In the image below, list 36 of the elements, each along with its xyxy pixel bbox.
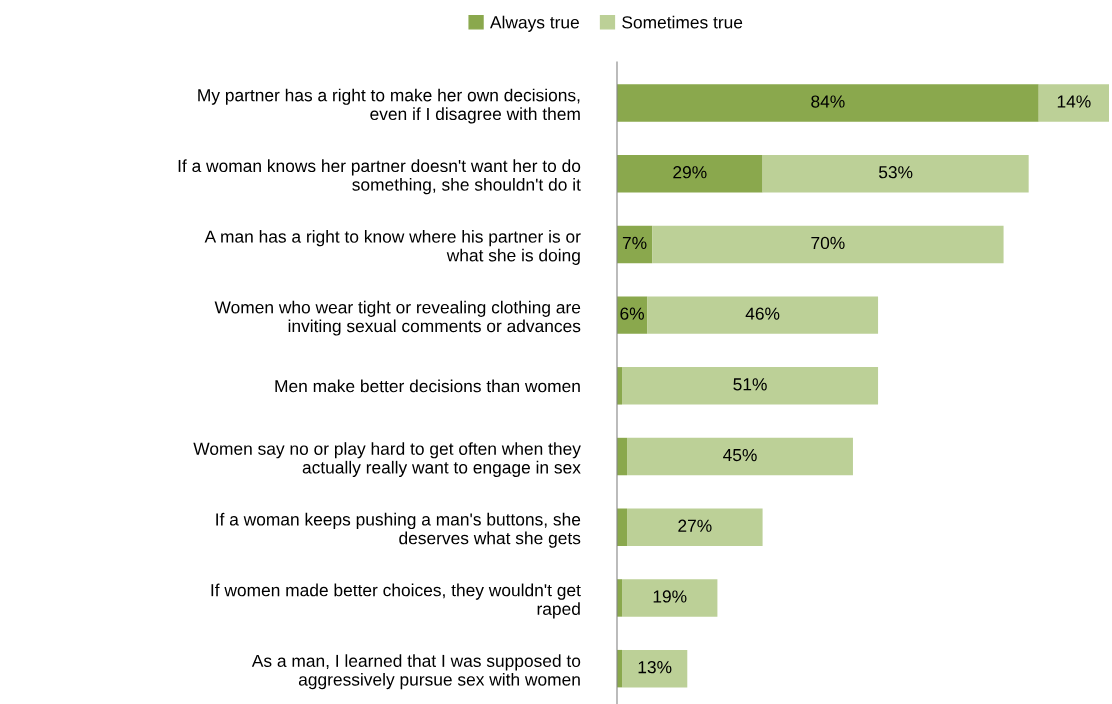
bar bbox=[627, 508, 763, 546]
data-label: 19% bbox=[653, 590, 687, 603]
bar bbox=[762, 154, 1029, 193]
bar bbox=[617, 154, 763, 193]
y-tick-label: Men make better decisions than women bbox=[275, 379, 580, 393]
bar bbox=[617, 296, 648, 334]
y-tick-label: As a man, I learned that I was supposed to aggressively pursue sex with women bbox=[251, 654, 581, 690]
data-label: 46% bbox=[745, 307, 780, 320]
bar bbox=[622, 579, 718, 617]
data-label: 70% bbox=[811, 236, 845, 250]
bar bbox=[1038, 84, 1109, 122]
data-label: 6% bbox=[620, 307, 644, 320]
bar bbox=[652, 225, 1004, 264]
data-label: 14% bbox=[1057, 95, 1091, 108]
bar bbox=[617, 84, 1039, 122]
data-label: 84% bbox=[811, 95, 845, 108]
data-label: 45% bbox=[723, 448, 757, 462]
data-label: 29% bbox=[673, 166, 707, 179]
bar bbox=[622, 649, 688, 688]
y-tick-label: If women made better choices, they wouldn't get raped bbox=[211, 583, 581, 619]
bar bbox=[627, 437, 853, 476]
legend-label: Sometimes true bbox=[622, 15, 743, 29]
y-tick-label: Women who wear tight or revealing clothing are inviting sexual comments or advances bbox=[214, 300, 581, 336]
y-tick-label: My partner has a right to make her own decisions, even if I disagree with them bbox=[198, 88, 580, 124]
bar bbox=[622, 367, 879, 405]
y-tick-label: A man has a right to know where his partner is or what she is doing bbox=[204, 230, 581, 265]
data-label: 51% bbox=[733, 378, 767, 391]
bar bbox=[647, 296, 879, 334]
data-label: 7% bbox=[622, 236, 647, 250]
y-tick-label: Women say no or play hard to get often when they actually really want to engage in sex bbox=[193, 442, 581, 478]
y-tick-label: If a woman knows her partner doesn't want her to do something, she shouldn't do it bbox=[178, 159, 581, 195]
data-label: 13% bbox=[638, 661, 672, 674]
legend-label: Always true bbox=[490, 15, 579, 32]
y-tick-label: If a woman keeps pushing a man's buttons, she deserves what she gets bbox=[216, 512, 581, 548]
data-label: 27% bbox=[678, 519, 712, 532]
data-label: 53% bbox=[878, 166, 913, 179]
